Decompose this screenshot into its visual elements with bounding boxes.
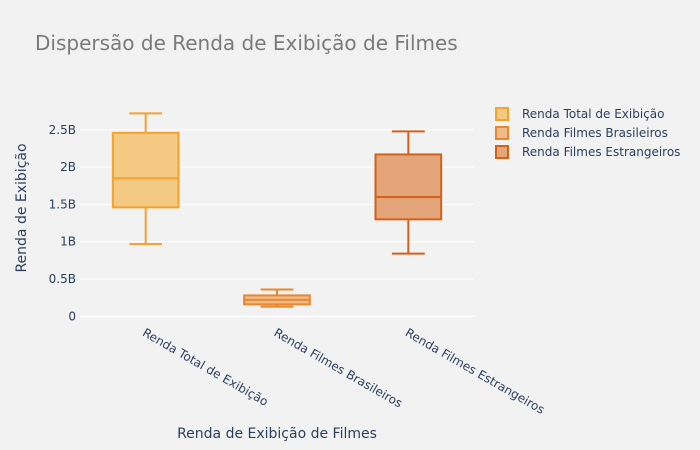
legend-label: Renda Filmes Brasileiros	[522, 126, 668, 140]
x-tick-label: Renda Filmes Brasileiros	[272, 325, 405, 410]
box-2[interactable]	[243, 288, 311, 308]
legend-item[interactable]: Renda Total de Exibição	[495, 107, 665, 121]
box-1[interactable]	[111, 112, 180, 245]
y-tick-label: 1B	[60, 235, 76, 249]
y-tick-label: 1.5B	[49, 197, 76, 211]
legend-swatch	[495, 145, 509, 159]
legend-item[interactable]: Renda Filmes Estrangeiros	[495, 145, 680, 159]
x-tick-label: Renda Filmes Estrangeiros	[403, 325, 547, 416]
legend-swatch	[495, 126, 509, 140]
iqr-box	[374, 153, 443, 221]
legend-label: Renda Filmes Estrangeiros	[522, 145, 680, 159]
legend-swatch	[495, 107, 509, 121]
x-axis-ticks: Renda Total de Exibição Renda Filmes Bras…	[140, 325, 547, 416]
chart-title: Dispersão de Renda de Exibição de Filmes	[35, 31, 458, 55]
boxes	[111, 112, 443, 308]
y-tick-label: 2.5B	[49, 123, 76, 137]
y-tick-label: 2B	[60, 160, 76, 174]
box-3[interactable]	[374, 130, 443, 255]
y-axis-ticks: 0 0.5B 1B 1.5B 2B 2.5B	[49, 123, 76, 323]
iqr-box	[111, 131, 180, 209]
y-axis-title: Renda de Exibição	[14, 143, 30, 272]
x-tick-label: Renda Total de Exibição	[140, 325, 270, 408]
x-axis-title: Renda de Exibição de Filmes	[177, 426, 377, 442]
legend-item[interactable]: Renda Filmes Brasileiros	[495, 126, 668, 140]
legend[interactable]: Renda Total de Exibição Renda Filmes Bras…	[495, 107, 680, 159]
y-tick-label: 0.5B	[49, 272, 76, 286]
y-tick-label: 0	[68, 309, 76, 323]
legend-label: Renda Total de Exibição	[522, 107, 665, 121]
